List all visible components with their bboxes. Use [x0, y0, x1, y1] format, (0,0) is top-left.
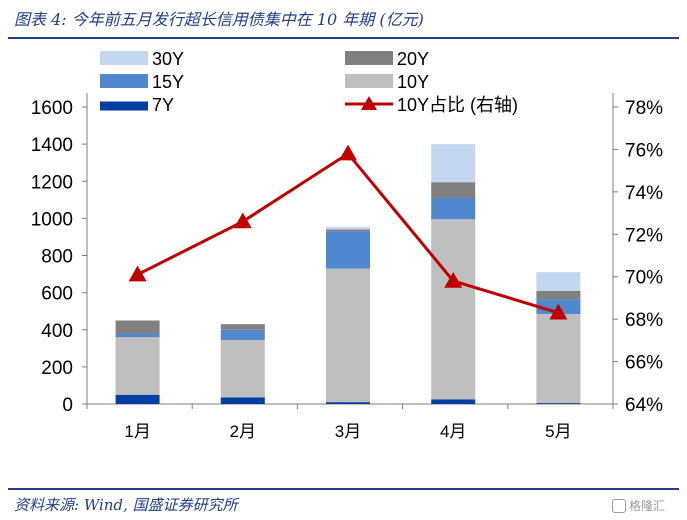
legend-swatch-15y	[100, 74, 148, 88]
legend-label: 20Y	[397, 49, 429, 69]
x-tick-label: 5月	[545, 422, 571, 441]
bar-series	[115, 144, 581, 404]
footer-divider	[8, 488, 679, 490]
bar-10y-2	[220, 339, 265, 398]
bar-15y-3	[326, 231, 370, 269]
left-tick-label: 1200	[31, 172, 73, 193]
legend-item: 10Y	[345, 72, 429, 92]
left-tick-label: 1600	[31, 98, 73, 119]
left-tick-label: 200	[41, 358, 73, 379]
chart-title: 图表 4: 今年前五月发行超长信用债集中在 10 年期 (亿元)	[14, 10, 424, 29]
legend-label: 7Y	[152, 95, 174, 115]
bar-7y-4	[431, 399, 476, 404]
title-divider	[8, 37, 679, 39]
right-tick-label: 68%	[625, 310, 663, 331]
bar-10y-4	[431, 219, 476, 400]
legend-item: 20Y	[345, 49, 429, 69]
bar-10y-1	[115, 337, 160, 395]
right-tick-label: 64%	[625, 395, 663, 416]
bar-10y-3	[326, 268, 370, 403]
bar-20y-5	[536, 290, 581, 300]
line-point-4	[444, 271, 463, 288]
bar-20y-2	[220, 324, 265, 330]
bar-7y-3	[326, 402, 370, 404]
line-point-1	[128, 265, 147, 282]
bar-7y-5	[536, 403, 581, 404]
bar-20y-1	[115, 320, 160, 334]
legend-item: 7Y	[100, 95, 174, 115]
watermark-text: 格隆汇	[629, 499, 666, 513]
right-tick-label: 74%	[625, 183, 663, 204]
stacked-bar-line-chart: 30Y 20Y 15Y 10Y 7Y 10Y占比 (右轴) 0 200 400 600 800 10…	[31, 49, 663, 441]
legend-item: 30Y	[100, 49, 184, 69]
legend-swatch-7y	[100, 101, 148, 111]
bar-30y-4	[431, 144, 476, 183]
x-tick-label: 3月	[335, 422, 361, 441]
bar-15y-4	[431, 197, 476, 220]
line-series	[128, 144, 568, 320]
legend-label: 10Y占比 (右轴)	[397, 95, 518, 115]
right-tick-label: 72%	[625, 225, 663, 246]
line-point-2	[233, 212, 252, 229]
right-tick-label: 66%	[625, 353, 663, 374]
legend: 30Y 20Y 15Y 10Y 7Y 10Y占比 (右轴)	[100, 49, 518, 115]
source-note: 资料来源: Wind, 国盛证券研究所	[14, 496, 238, 514]
watermark-logo-icon	[612, 499, 626, 513]
legend-label: 10Y	[397, 72, 429, 92]
right-tick-label: 78%	[625, 98, 663, 119]
left-tick-label: 1400	[31, 135, 73, 156]
legend-swatch-30y	[100, 51, 148, 65]
left-tick-label: 800	[41, 247, 73, 268]
x-tick-label: 1月	[124, 422, 150, 441]
bar-10y-5	[536, 313, 581, 404]
x-tick-label: 4月	[440, 422, 466, 441]
legend-item: 10Y占比 (右轴)	[345, 95, 518, 115]
left-tick-label: 400	[41, 321, 73, 342]
bar-15y-2	[220, 329, 265, 340]
left-tick-label: 600	[41, 284, 73, 305]
left-tick-label: 1000	[31, 209, 73, 230]
line-point-5	[549, 303, 568, 320]
line-point-3	[339, 144, 357, 161]
legend-item: 15Y	[100, 72, 184, 92]
bar-20y-4	[431, 182, 476, 198]
bar-30y-3	[326, 226, 370, 230]
left-tick-label: 0	[62, 395, 73, 416]
axes: 0 200 400 600 800 1000 1200 1400 1600 64% 66% 68% 70…	[31, 93, 663, 441]
bar-20y-3	[326, 229, 370, 232]
right-tick-label: 76%	[625, 140, 663, 161]
legend-label: 15Y	[152, 72, 184, 92]
watermark: 格隆汇	[612, 497, 665, 514]
legend-swatch-20y	[345, 51, 393, 65]
x-tick-label: 2月	[230, 422, 256, 441]
legend-swatch-marker	[361, 96, 377, 110]
legend-label: 30Y	[152, 49, 184, 69]
right-tick-label: 70%	[625, 268, 663, 289]
bar-15y-1	[115, 333, 160, 338]
bar-7y-1	[115, 394, 160, 404]
bar-7y-2	[220, 397, 265, 404]
legend-swatch-10y	[345, 74, 393, 88]
bar-30y-5	[536, 272, 581, 291]
